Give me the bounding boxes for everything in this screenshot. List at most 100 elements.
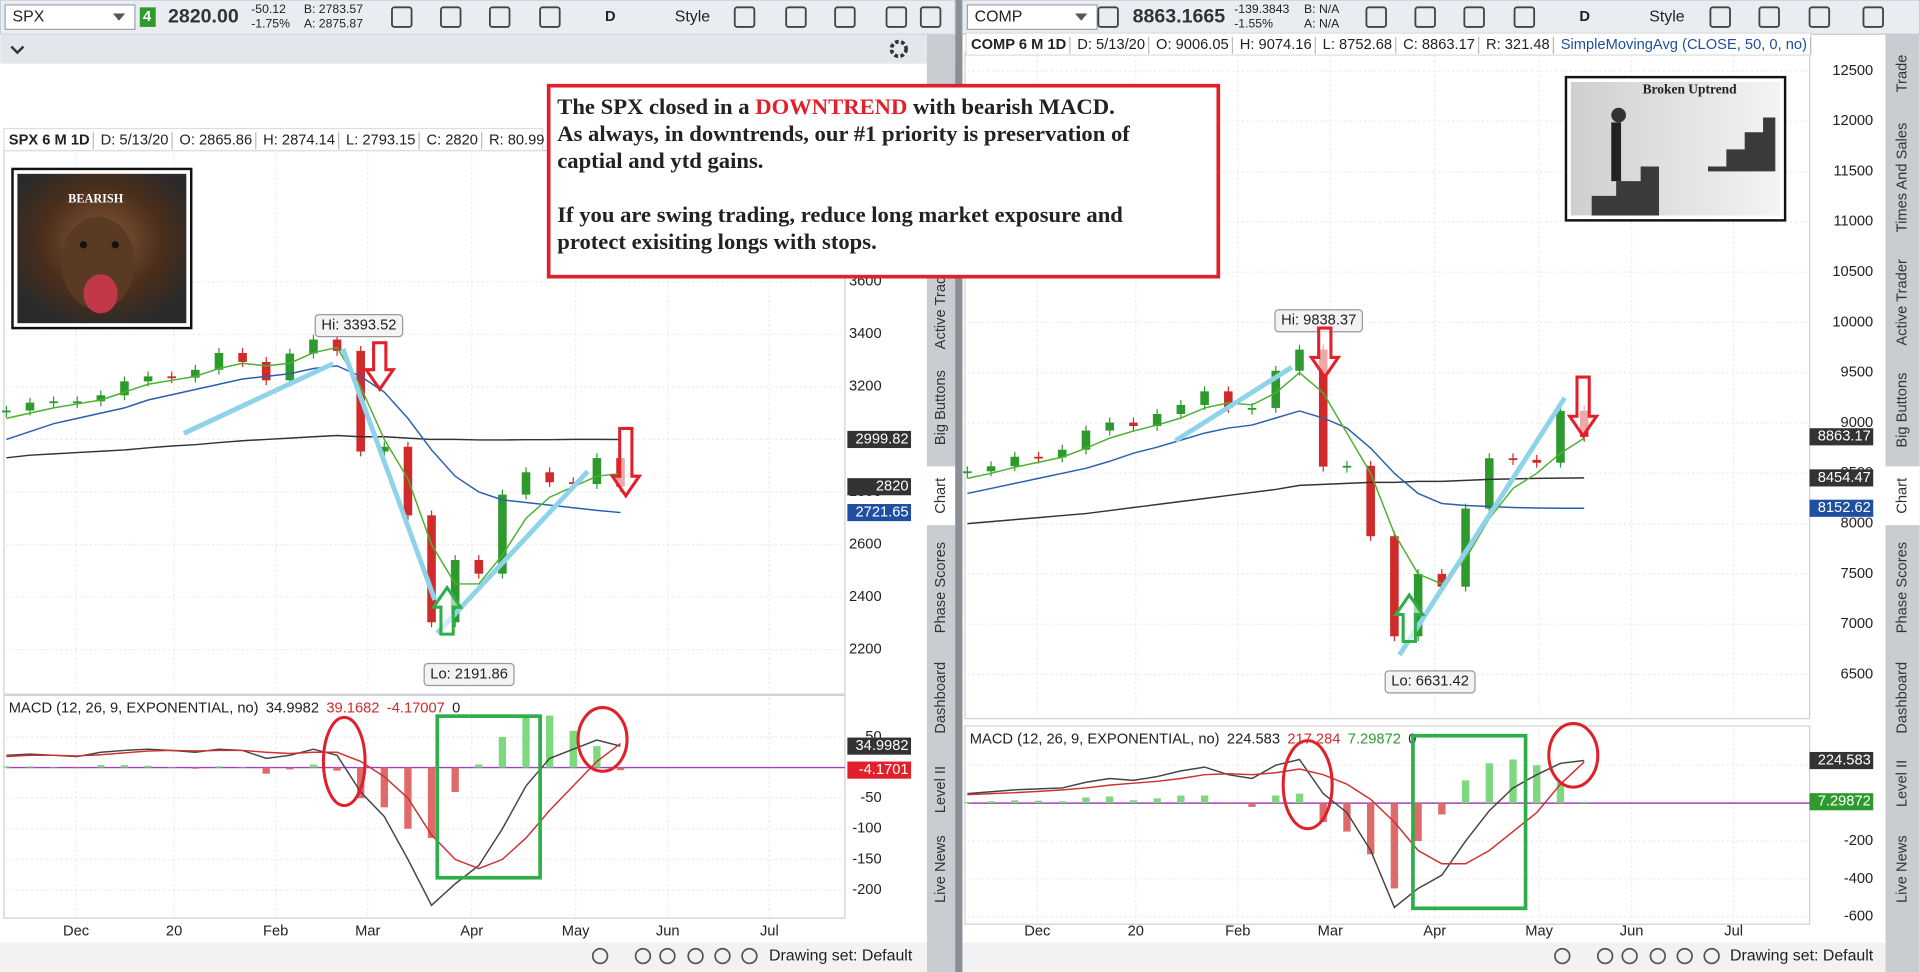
header-item: D: 5/13/20 (101, 133, 169, 149)
macd-header-item: -4.17007 (387, 701, 445, 717)
toolbar (961, 0, 1920, 35)
histogram-bar (987, 801, 995, 804)
status-icon[interactable] (1596, 947, 1614, 965)
bid: B: N/A (1304, 2, 1340, 16)
symbol-box[interactable] (4, 4, 136, 30)
bid: B: 2783.57 (304, 2, 363, 16)
y-tick-label: 2600 (849, 536, 882, 552)
header-item: C: 8863.17 (1403, 37, 1475, 53)
candle (545, 472, 554, 483)
candle (2, 410, 11, 413)
candle (72, 401, 82, 404)
sma-50-line (967, 410, 1585, 510)
y-tick-label: 7500 (1841, 566, 1874, 582)
toolbar-icon[interactable] (733, 6, 756, 28)
toolbar-icon[interactable] (1414, 6, 1436, 28)
side-tab[interactable]: Level II (1894, 760, 1910, 807)
status-icon[interactable] (687, 947, 704, 965)
side-tab[interactable]: Dashboard (1894, 662, 1910, 734)
side-tab[interactable]: Level II (933, 766, 949, 813)
bear-eye (79, 241, 88, 249)
y-tick-label: 11000 (1833, 214, 1873, 230)
toolbar-icon[interactable] (1463, 6, 1485, 28)
status-icon[interactable] (1621, 947, 1638, 965)
toolbar-icon[interactable] (885, 6, 908, 28)
candle (1342, 465, 1352, 468)
side-tab[interactable]: Active Trader (933, 263, 949, 350)
status-icon[interactable] (1649, 947, 1666, 965)
period-button[interactable]: D (605, 9, 616, 25)
period-button[interactable]: D (1579, 9, 1590, 25)
drawing-set[interactable]: Drawing set: Default (1730, 947, 1874, 964)
histogram-bar (73, 767, 81, 769)
side-tab[interactable]: Big Buttons (1894, 373, 1910, 448)
histogram-bar (1319, 803, 1327, 823)
toolbar-icon[interactable] (919, 6, 942, 28)
style-button[interactable]: Style (675, 8, 711, 25)
net-change: -139.3843 (1234, 2, 1289, 16)
y-tick-label: 6500 (1841, 666, 1874, 682)
settings-icon (889, 39, 908, 59)
annotation-circle (321, 715, 367, 808)
macd-header-item: 0 (452, 701, 460, 717)
status-icon[interactable] (634, 947, 652, 965)
style-button[interactable]: Style (1649, 8, 1685, 25)
toolbar-icon[interactable] (1862, 6, 1884, 28)
side-tab[interactable]: Active Trader (1894, 259, 1910, 346)
candle (1176, 404, 1186, 414)
last-price: 8863.1665 (1133, 5, 1226, 27)
side-tab[interactable]: Times And Sales (1894, 123, 1910, 233)
trend-line (340, 348, 438, 601)
y-tick-label: -50 (860, 790, 881, 806)
symbol-box[interactable] (966, 4, 1098, 30)
toolbar-icon[interactable] (1709, 6, 1731, 28)
side-tab[interactable]: Live News (1894, 835, 1910, 903)
y-tick-label: 12500 (1832, 63, 1873, 79)
status-icon[interactable] (714, 947, 731, 965)
status-icon[interactable] (741, 947, 758, 965)
toolbar-icon[interactable] (539, 6, 561, 28)
price-label: 2820 (876, 479, 909, 495)
status-icon[interactable] (659, 947, 676, 965)
toolbar-icon[interactable] (1097, 6, 1119, 28)
toolbar-icon[interactable] (488, 6, 511, 28)
side-tab[interactable]: Dashboard (933, 662, 949, 734)
toolbar-icon[interactable] (440, 6, 462, 28)
toolbar-icon[interactable] (834, 6, 856, 28)
annotation-text: The SPX closed in a (557, 94, 749, 119)
annotation-line: The SPX closed in a DOWNTREND with beari… (557, 94, 1115, 119)
side-tab[interactable]: Phase Scores (933, 542, 949, 633)
trend-line (435, 469, 590, 635)
price-label: 8152.62 (1818, 500, 1871, 516)
side-tab[interactable]: Big Buttons (933, 370, 949, 445)
toolbar-icon[interactable] (1365, 6, 1387, 28)
status-icon[interactable] (1554, 947, 1571, 965)
side-tab[interactable]: Trade (1894, 55, 1910, 93)
toolbar-icon[interactable] (391, 6, 413, 28)
status-icon[interactable] (1676, 947, 1693, 965)
toolbar-icon[interactable] (1513, 6, 1536, 28)
candle (474, 560, 484, 574)
drawing-set[interactable]: Drawing set: Default (769, 947, 913, 964)
side-tab[interactable]: Chart (933, 478, 949, 514)
side-tab[interactable]: Chart (1894, 478, 1910, 514)
bear-eye (111, 241, 119, 249)
side-tab[interactable]: Live News (933, 835, 949, 903)
side-tab[interactable]: Phase Scores (1894, 542, 1910, 633)
price-label: 2999.82 (855, 431, 908, 447)
toolbar-icon[interactable] (1758, 6, 1780, 28)
header-item: D: 5/13/20 (1077, 37, 1145, 53)
toolbar-icon[interactable] (1808, 6, 1831, 28)
candle (214, 352, 224, 370)
stairs (1591, 117, 1776, 216)
side-tab-active (926, 466, 956, 526)
histogram-bar (97, 765, 105, 768)
status-icon[interactable] (1703, 947, 1720, 965)
candle (1437, 573, 1447, 587)
x-tick-label: Jun (656, 923, 680, 939)
status-icon[interactable] (591, 947, 609, 965)
sma-50-line (6, 365, 621, 514)
header-item: H: 2874.14 (263, 133, 335, 149)
toolbar-icon[interactable] (785, 6, 807, 28)
y-tick-label: 10000 (1832, 314, 1873, 330)
